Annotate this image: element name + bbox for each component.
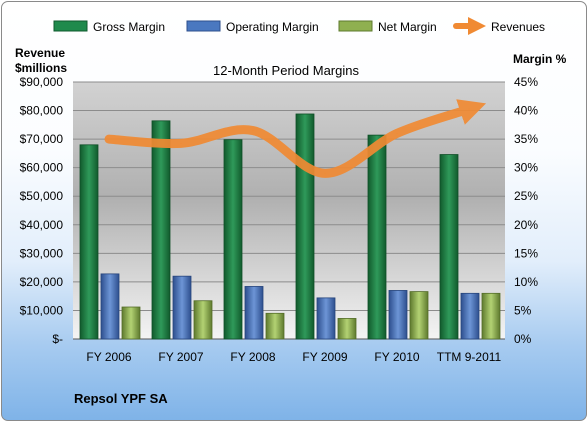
right-axis-tick-label: 40% — [514, 104, 538, 118]
axis-tick-labels: $- $10,000 $20,000 $30,000 $40,000 $50,000 $60… — [20, 75, 539, 364]
chart-title: 12-Month Period Margins — [213, 63, 359, 78]
bar-gross-margin — [79, 144, 99, 340]
right-axis-tick-label: 15% — [514, 246, 538, 260]
x-axis-tick-label: TTM 9-2011 — [437, 350, 502, 364]
right-axis-tick-label: 35% — [514, 132, 538, 146]
legend-label-net-margin: Net Margin — [378, 20, 437, 34]
revenue-line — [104, 99, 487, 178]
bar-gross-margin — [223, 139, 243, 340]
right-axis-tick-label: 5% — [514, 303, 532, 317]
left-axis-tick-label: $60,000 — [20, 161, 64, 175]
legend: Gross Margin Operating Margin Net Margin… — [53, 17, 545, 35]
gridlines — [73, 81, 505, 311]
left-axis-tick-label: $80,000 — [20, 104, 64, 118]
bar-operating-margin — [244, 286, 264, 340]
right-axis-tick-label: 20% — [514, 218, 538, 232]
bar-net-margin — [121, 306, 141, 340]
right-axis-tick-label: 10% — [514, 275, 538, 289]
left-axis-tick-label: $20,000 — [20, 275, 64, 289]
left-axis-tick-label: $40,000 — [20, 218, 64, 232]
left-axis-label-line1: Revenue — [15, 46, 65, 60]
x-axis-tick-label: FY 2006 — [86, 350, 131, 364]
legend-label-revenues: Revenues — [491, 20, 545, 34]
right-axis-label: Margin % — [513, 52, 567, 66]
revenue-point — [324, 172, 326, 174]
revenue-line-path — [104, 99, 487, 178]
bar-net-margin — [193, 300, 213, 340]
left-axis-tick-label: $30,000 — [20, 246, 64, 260]
x-axis-tick-label: FY 2007 — [158, 350, 203, 364]
legend-label-operating-margin: Operating Margin — [226, 20, 319, 34]
x-axis-tick-label: FY 2009 — [302, 350, 347, 364]
left-axis-tick-label: $70,000 — [20, 132, 64, 146]
revenue-point — [108, 138, 110, 140]
revenue-point — [180, 142, 182, 144]
bar-gross-margin — [295, 113, 315, 340]
bar-gross-margin — [367, 134, 387, 340]
left-axis-tick-label: $- — [52, 332, 63, 346]
left-axis-tick-label: $90,000 — [20, 75, 64, 89]
revenue-point — [252, 130, 254, 132]
bar-operating-margin — [172, 275, 192, 340]
left-axis-tick-label: $10,000 — [20, 303, 64, 317]
legend-swatch-gross-margin — [53, 20, 88, 32]
legend-swatch-net-margin — [338, 20, 373, 32]
right-axis-tick-label: 25% — [514, 189, 538, 203]
x-axis-tick-label: FY 2010 — [374, 350, 419, 364]
x-axis-tick-label: FY 2008 — [230, 350, 275, 364]
right-axis-tick-label: 30% — [514, 161, 538, 175]
right-axis-tick-label: 0% — [514, 332, 532, 346]
bar-net-margin — [265, 312, 285, 340]
bar-net-margin — [409, 291, 429, 340]
legend-label-gross-margin: Gross Margin — [93, 20, 165, 34]
left-axis-label-line2: $millions — [15, 61, 67, 75]
bar-net-margin — [337, 318, 357, 340]
revenue-point — [468, 108, 470, 110]
bar-gross-margin — [151, 120, 171, 340]
bar-operating-margin — [460, 292, 480, 340]
left-axis-tick-label: $50,000 — [20, 189, 64, 203]
bar-gross-margin — [439, 154, 459, 340]
legend-swatch-operating-margin — [186, 20, 221, 32]
bar-operating-margin — [388, 290, 408, 340]
revenue-point — [396, 132, 398, 134]
company-name: Repsol YPF SA — [74, 391, 168, 406]
bar-operating-margin — [316, 297, 336, 340]
bar-operating-margin — [100, 273, 120, 340]
right-axis-tick-label: 45% — [514, 75, 538, 89]
bar-net-margin — [481, 292, 501, 340]
